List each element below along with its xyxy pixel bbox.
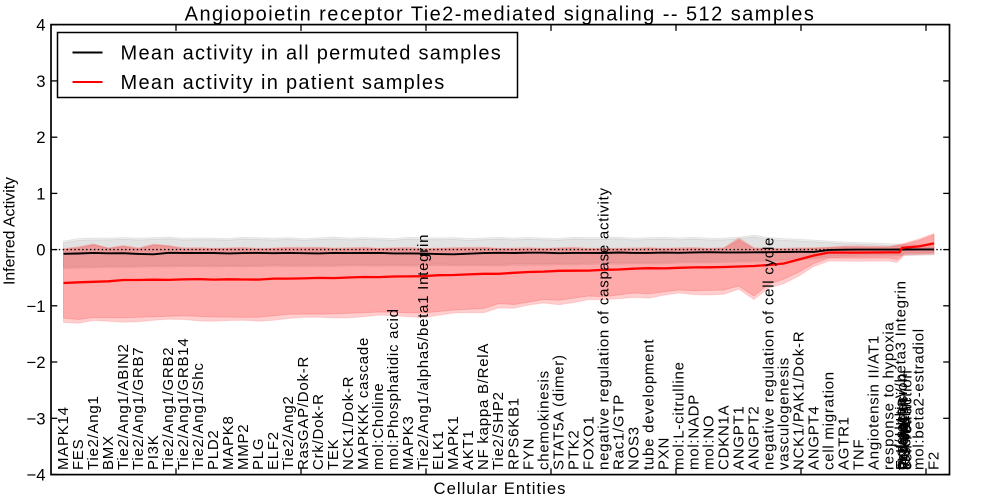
svg-text:cell adhesion: cell adhesion [894, 373, 911, 470]
svg-text:STAT5A (dimer): STAT5A (dimer) [550, 354, 567, 470]
svg-text:FYN: FYN [520, 438, 537, 470]
svg-text:2: 2 [36, 128, 45, 147]
svg-text:ICAM1: ICAM1 [897, 420, 914, 470]
svg-text:Tie2/Ang1/GRB14: Tie2/Ang1/GRB14 [175, 338, 192, 470]
svg-text:RPS6KB1: RPS6KB1 [505, 397, 522, 470]
svg-text:FOXO1: FOXO1 [580, 415, 597, 470]
svg-text:PXN: PXN [655, 437, 672, 470]
svg-text:RasGAP/Dok-R: RasGAP/Dok-R [295, 356, 312, 470]
svg-text:Tie2/Ang2: Tie2/Ang2 [280, 395, 297, 470]
svg-text:Rac1/GTP: Rac1/GTP [610, 394, 627, 470]
svg-text:Tie2/Ang1/ABIN2: Tie2/Ang1/ABIN2 [115, 343, 132, 470]
svg-text:ELF2: ELF2 [265, 431, 282, 470]
svg-text:MAPK14: MAPK14 [55, 406, 72, 470]
svg-text:mol:L-citrulline: mol:L-citrulline [670, 361, 687, 470]
svg-text:tube development: tube development [640, 339, 657, 470]
svg-text:NCK1/Dok-R: NCK1/Dok-R [340, 376, 357, 470]
svg-text:PTK2: PTK2 [565, 429, 582, 470]
svg-text:E-selectin: E-selectin [893, 397, 910, 470]
svg-text:−3: −3 [26, 409, 45, 428]
svg-text:PLD2: PLD2 [205, 429, 222, 470]
svg-text:VCAM1: VCAM1 [896, 415, 913, 470]
svg-text:negative regulation of caspase: negative regulation of caspase activity [595, 187, 612, 470]
svg-text:1: 1 [36, 184, 45, 203]
svg-text:TEK: TEK [325, 439, 342, 470]
svg-text:PI3K: PI3K [145, 434, 162, 470]
svg-text:0: 0 [36, 241, 45, 260]
svg-text:cell retraction: cell retraction [899, 370, 916, 470]
svg-text:mol/alphaV/beta3 Integrin: mol/alphaV/beta3 Integrin [892, 280, 909, 470]
svg-text:chemokinesis: chemokinesis [535, 370, 552, 470]
svg-text:ANGPT2: ANGPT2 [745, 405, 762, 470]
svg-text:4: 4 [36, 16, 45, 35]
svg-text:mol:Choline: mol:Choline [370, 383, 387, 470]
svg-text:Mean activity in patient sampl: Mean activity in patient samples [121, 72, 446, 94]
svg-text:ANGPT4: ANGPT4 [805, 405, 822, 470]
svg-text:Tie2/Ang1/GRB2: Tie2/Ang1/GRB2 [160, 347, 177, 470]
svg-text:ANGPT1: ANGPT1 [730, 405, 747, 470]
svg-text:MAPK8: MAPK8 [220, 415, 237, 470]
svg-text:negative regulation of cell cy: negative regulation of cell cycle [760, 237, 777, 470]
svg-text:MMP2: MMP2 [235, 424, 252, 470]
svg-text:MAPKKK cascade: MAPKKK cascade [355, 337, 372, 470]
svg-text:PLG: PLG [250, 438, 267, 470]
svg-text:cell migration: cell migration [820, 371, 837, 470]
svg-text:−4: −4 [26, 466, 45, 485]
svg-text:−1: −1 [26, 297, 45, 316]
svg-text:TNF: TNF [851, 439, 868, 470]
svg-text:NCK1/PAK1/Dok-R: NCK1/PAK1/Dok-R [790, 331, 807, 470]
svg-text:FES: FES [70, 439, 87, 470]
svg-text:Angiotensin II/AT1: Angiotensin II/AT1 [866, 335, 883, 470]
svg-text:MAPK3: MAPK3 [400, 415, 417, 470]
svg-text:BMX: BMX [100, 435, 117, 470]
svg-text:Crk/Dok-R: Crk/Dok-R [310, 393, 327, 470]
svg-text:L-selectin: L-selectin [898, 398, 915, 470]
svg-text:Tie2/SHP2: Tie2/SHP2 [490, 391, 507, 470]
svg-text:Mean activity in all permuted: Mean activity in all permuted samples [121, 43, 503, 65]
svg-text:P-selectin: P-selectin [895, 397, 912, 470]
svg-text:mol:NADP: mol:NADP [685, 394, 702, 470]
svg-text:AKT1: AKT1 [460, 429, 477, 470]
svg-text:Tie2/Ang1/alpha5/beta1 Integri: Tie2/Ang1/alpha5/beta1 Integrin [415, 234, 432, 470]
svg-text:Angiopoietin receptor Tie2-med: Angiopoietin receptor Tie2-mediated sign… [185, 4, 816, 26]
svg-text:Inferred Activity: Inferred Activity [2, 177, 19, 285]
svg-text:−2: −2 [26, 353, 45, 372]
svg-text:CDKN1A: CDKN1A [715, 405, 732, 470]
svg-text:vasculogenesis: vasculogenesis [775, 357, 792, 470]
svg-text:NF kappa B/RelA: NF kappa B/RelA [475, 343, 492, 470]
svg-text:3: 3 [36, 72, 45, 91]
svg-text:Tie2/Ang1/GRB7: Tie2/Ang1/GRB7 [130, 347, 147, 470]
svg-text:Tie2/Ang1/Shc: Tie2/Ang1/Shc [190, 362, 207, 470]
svg-text:response to hypoxia: response to hypoxia [881, 321, 898, 470]
svg-text:AGTR1: AGTR1 [835, 416, 852, 470]
svg-text:Cellular Entities: Cellular Entities [434, 479, 567, 498]
svg-text:NOS3: NOS3 [625, 426, 642, 470]
svg-text:mol:NO: mol:NO [700, 415, 717, 470]
svg-text:Tie2/Ang1: Tie2/Ang1 [85, 395, 102, 470]
svg-text:MAPK1: MAPK1 [445, 415, 462, 470]
svg-text:ELK1: ELK1 [430, 430, 447, 470]
svg-text:mol:Phosphatidic acid: mol:Phosphatidic acid [385, 308, 402, 470]
svg-text:mol:beta2-estradiol: mol:beta2-estradiol [911, 328, 928, 470]
svg-text:F2: F2 [926, 451, 943, 470]
